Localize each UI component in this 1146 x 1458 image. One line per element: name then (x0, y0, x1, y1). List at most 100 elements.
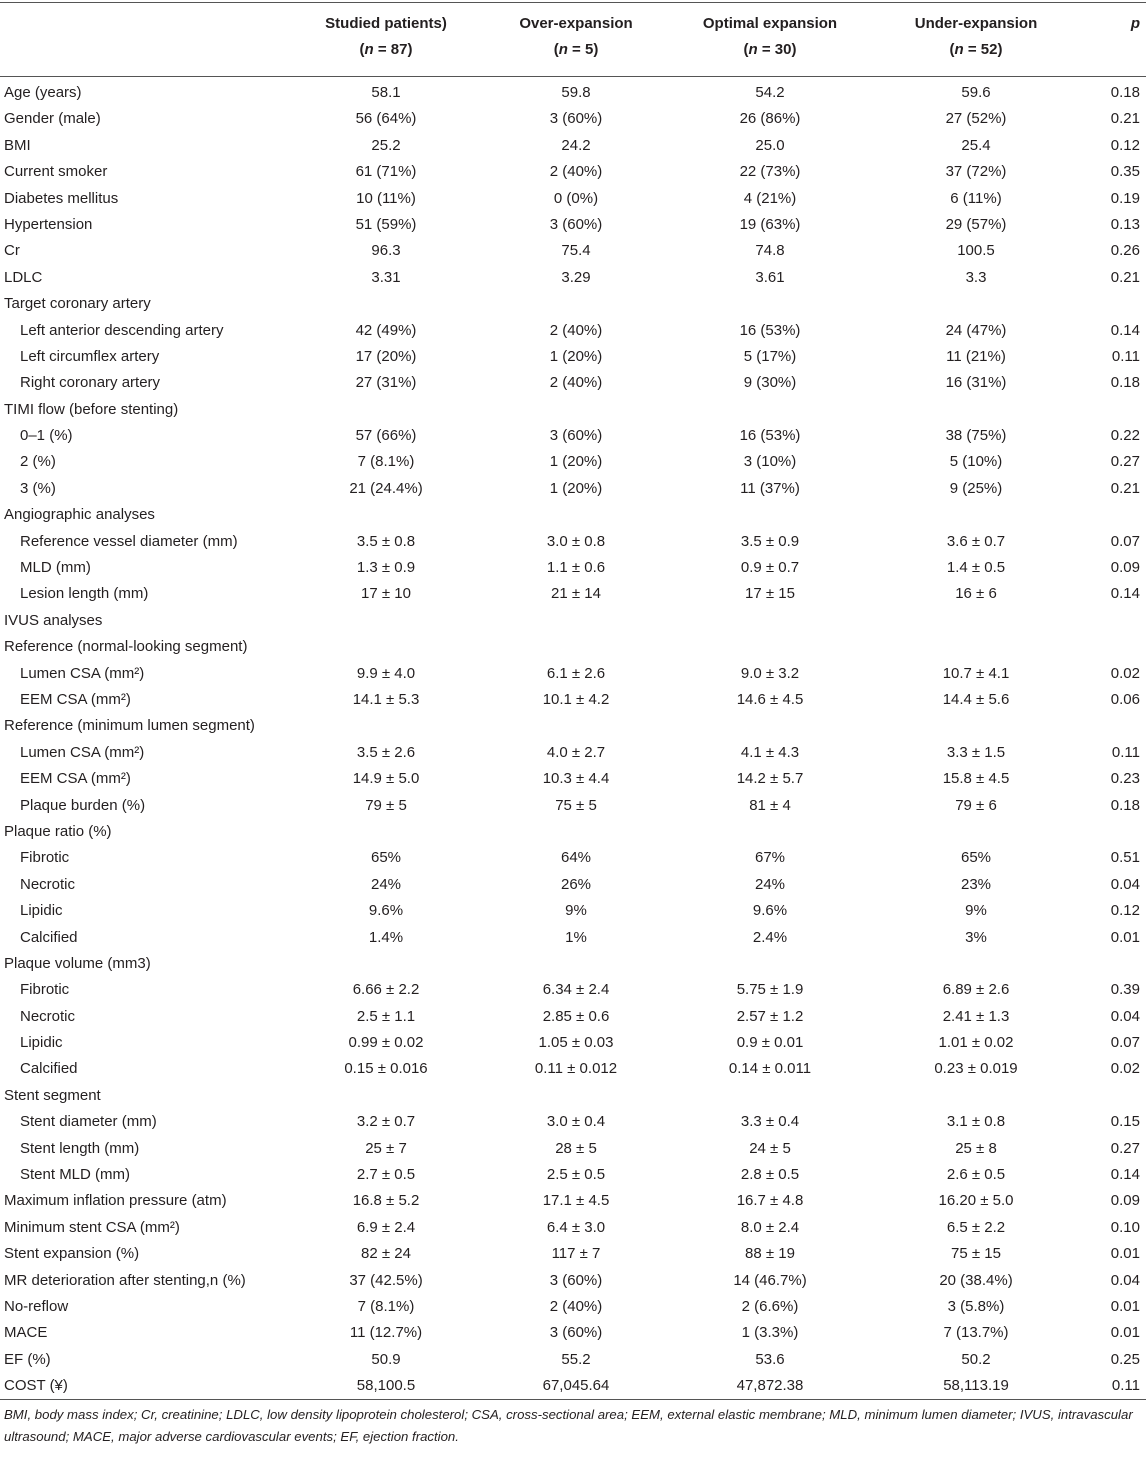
value-optimal-expansion: 17 ± 15 (745, 585, 795, 603)
row-label: No-reflow (4, 1297, 69, 1315)
table-row: Calcified 1.4% 1% 2.4% 3% 0.01 (0, 925, 1146, 951)
row-label: Lumen CSA (mm²) (20, 664, 145, 682)
table-row: Stent diameter (mm) 3.2 ± 0.7 3.0 ± 0.4 3.3… (0, 1109, 1146, 1135)
value-under-expansion: 7 (13.7%) (943, 1324, 1009, 1342)
value-optimal-expansion: 53.6 (755, 1350, 785, 1368)
value-under-expansion: 27 (52%) (945, 110, 1007, 128)
value-studied-patients: 57 (66%) (355, 427, 417, 445)
value-under-expansion: 6 (11%) (950, 189, 1002, 207)
value-under-expansion: 16.20 ± 5.0 (938, 1192, 1014, 1210)
header-optimal-expansion: Optimal expansion (702, 15, 838, 32)
value-p: 0.04 (1110, 1271, 1140, 1289)
value-studied-patients: 65% (370, 849, 402, 867)
value-under-expansion: 15.8 ± 4.5 (942, 770, 1010, 788)
value-over-expansion: 67,045.64 (542, 1377, 610, 1395)
table-row: TIMI flow (before stenting) (0, 397, 1146, 423)
value-p: 0.13 (1110, 215, 1140, 233)
value-optimal-expansion: 3 (10%) (743, 453, 797, 471)
value-under-expansion: 3 (5.8%) (947, 1297, 1005, 1315)
value-optimal-expansion: 81 ± 4 (749, 796, 791, 814)
table-row: Reference (normal-looking segment) (0, 634, 1146, 660)
row-label: Calcified (20, 928, 78, 946)
table-row: BMI 25.2 24.2 25.0 25.4 0.12 (0, 133, 1146, 159)
value-studied-patients: 16.8 ± 5.2 (352, 1192, 420, 1210)
value-studied-patients: 14.1 ± 5.3 (352, 690, 420, 708)
value-optimal-expansion: 3.61 (755, 268, 785, 286)
value-studied-patients: 17 (20%) (355, 347, 417, 365)
value-under-expansion: 3.6 ± 0.7 (946, 532, 1006, 550)
row-label: Necrotic (20, 1007, 76, 1025)
value-optimal-expansion: 19 (63%) (739, 215, 801, 233)
row-label: Fibrotic (20, 849, 70, 867)
value-under-expansion: 65% (960, 849, 992, 867)
value-over-expansion: 1 (20%) (549, 453, 603, 471)
row-label: Age (years) (4, 84, 82, 101)
header-p-value: p (1130, 15, 1140, 32)
table-row: EEM CSA (mm²) 14.9 ± 5.0 10.3 ± 4.4 14.2 ± … (0, 766, 1146, 792)
value-studied-patients: 1.4% (368, 928, 404, 946)
value-under-expansion: 3% (965, 928, 987, 946)
value-optimal-expansion: 9.6% (752, 902, 788, 920)
table-row: Hypertension 51 (59%) 3 (60%) 19 (63%) 29 (5… (0, 212, 1146, 238)
value-over-expansion: 2 (40%) (549, 321, 603, 339)
value-optimal-expansion: 25.0 (755, 136, 785, 154)
header-studied-patients-n: (n = 87) (359, 41, 413, 58)
row-label: Reference vessel diameter (mm) (20, 532, 238, 550)
value-under-expansion: 3.1 ± 0.8 (946, 1113, 1006, 1131)
header-under-expansion: Under-expansion (914, 15, 1038, 32)
value-over-expansion: 6.1 ± 2.6 (546, 664, 606, 682)
value-studied-patients: 7 (8.1%) (357, 453, 415, 471)
value-over-expansion: 75 ± 5 (555, 796, 597, 814)
value-optimal-expansion: 4.1 ± 4.3 (740, 743, 800, 761)
table-row: Stent MLD (mm) 2.7 ± 0.5 2.5 ± 0.5 2.8 ± 0.… (0, 1162, 1146, 1188)
header-over-expansion-n: (n = 5) (553, 41, 599, 58)
value-optimal-expansion: 16 (53%) (739, 427, 801, 445)
row-label: Stent segment (4, 1086, 101, 1104)
value-over-expansion: 2 (40%) (549, 1297, 603, 1315)
value-optimal-expansion: 5 (17%) (743, 347, 797, 365)
table-row: 3 (%) 21 (24.4%) 1 (20%) 11 (37%) 9 (25%) 0.2… (0, 476, 1146, 502)
value-under-expansion: 50.2 (961, 1350, 991, 1368)
value-over-expansion: 3 (60%) (549, 110, 603, 128)
table-row: Angiographic analyses (0, 502, 1146, 528)
value-studied-patients: 82 ± 24 (361, 1245, 411, 1263)
value-under-expansion: 24 (47%) (945, 321, 1007, 339)
value-p: 0.18 (1110, 374, 1140, 392)
value-studied-patients: 3.5 ± 2.6 (356, 743, 416, 761)
value-studied-patients: 61 (71%) (355, 163, 417, 181)
value-under-expansion: 16 ± 6 (955, 585, 997, 603)
table-row: COST (¥) 58,100.5 67,045.64 47,872.38 58,113… (0, 1373, 1146, 1399)
value-over-expansion: 1% (565, 928, 587, 946)
table-row: Stent segment (0, 1083, 1146, 1109)
value-optimal-expansion: 0.9 ± 0.7 (740, 559, 800, 577)
value-p: 0.11 (1111, 347, 1140, 365)
value-p: 0.21 (1110, 479, 1140, 497)
value-under-expansion: 25 ± 8 (955, 1139, 997, 1157)
value-p: 0.27 (1110, 453, 1140, 471)
value-p: 0.15 (1110, 1113, 1140, 1131)
table-row: Stent length (mm) 25 ± 7 28 ± 5 24 ± 5 25 ± … (0, 1136, 1146, 1162)
value-optimal-expansion: 14.6 ± 4.5 (736, 690, 804, 708)
row-label: Lumen CSA (mm²) (20, 743, 145, 761)
value-under-expansion: 6.5 ± 2.2 (946, 1218, 1006, 1236)
value-p: 0.01 (1110, 1245, 1140, 1263)
row-label: Reference (minimum lumen segment) (4, 717, 255, 735)
table-row: Plaque ratio (%) (0, 819, 1146, 845)
value-optimal-expansion: 0.9 ± 0.01 (736, 1034, 804, 1052)
value-p: 0.09 (1110, 559, 1140, 577)
value-over-expansion: 2 (40%) (549, 163, 603, 181)
value-optimal-expansion: 5.75 ± 1.9 (736, 981, 804, 999)
value-optimal-expansion: 1 (3.3%) (741, 1324, 799, 1342)
value-under-expansion: 58,113.19 (943, 1377, 1009, 1395)
table-row: MR deterioration after stenting,n (%) 37 … (0, 1268, 1146, 1294)
value-under-expansion: 16 (31%) (945, 374, 1007, 392)
value-p: 0.22 (1110, 427, 1140, 445)
table-row: EEM CSA (mm²) 14.1 ± 5.3 10.1 ± 4.2 14.6 ± … (0, 687, 1146, 713)
row-label: Right coronary artery (20, 374, 161, 392)
value-over-expansion: 6.4 ± 3.0 (546, 1218, 606, 1236)
table-row: Lumen CSA (mm²) 3.5 ± 2.6 4.0 ± 2.7 4.1 ± 4… (0, 740, 1146, 766)
value-over-expansion: 1.1 ± 0.6 (546, 559, 606, 577)
header-optimal-expansion-n: (n = 30) (743, 41, 797, 58)
table-row: Current smoker 61 (71%) 2 (40%) 22 (73%) 37 … (0, 159, 1146, 185)
table-top-rule (0, 2, 1146, 3)
